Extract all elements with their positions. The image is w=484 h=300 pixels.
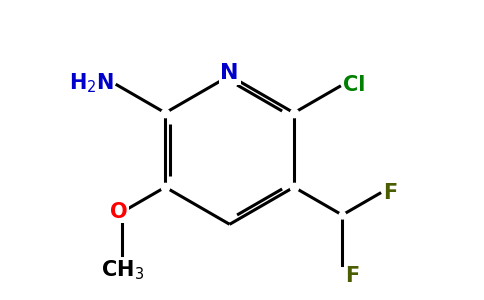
Text: CH$_3$: CH$_3$ xyxy=(101,258,144,282)
Text: N: N xyxy=(220,63,239,83)
Text: H$_2$N: H$_2$N xyxy=(69,72,114,95)
Text: F: F xyxy=(345,266,360,286)
Text: F: F xyxy=(383,183,397,203)
Text: O: O xyxy=(110,202,128,222)
Text: Cl: Cl xyxy=(343,75,365,95)
